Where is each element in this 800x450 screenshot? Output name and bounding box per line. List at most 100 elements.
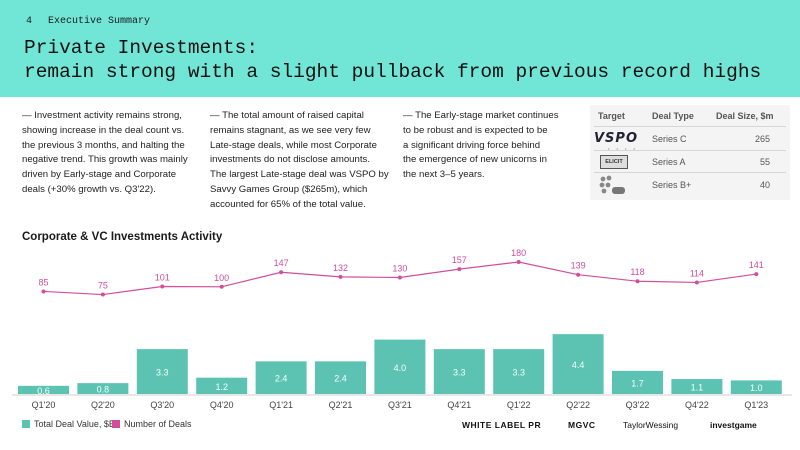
paragraph-line: to be robust and is expected to be bbox=[403, 124, 548, 136]
paragraph-line: a significant driving force behind bbox=[403, 139, 541, 151]
deal-size-cell: 55 bbox=[759, 157, 770, 167]
x-tick-label: Q2'21 bbox=[329, 400, 353, 410]
deal-count-label: 75 bbox=[98, 281, 108, 291]
bar-value-label: 2.4 bbox=[334, 374, 347, 384]
bar-value-label: 0.6 bbox=[37, 386, 50, 396]
legend-label-deal-value: Total Deal Value, $B bbox=[34, 419, 115, 429]
deal-count-label: 147 bbox=[274, 258, 289, 268]
bar-value-label: 0.8 bbox=[97, 385, 110, 395]
deal-type-cell: Series B+ bbox=[652, 180, 692, 190]
paragraph-line: negative trend. This growth was mainly bbox=[22, 154, 188, 166]
x-tick-label: Q2'22 bbox=[566, 400, 590, 410]
bar-Q3'22 bbox=[612, 370, 663, 394]
deal-count-label: 100 bbox=[214, 273, 229, 283]
deal-table: Target Deal Type Deal Size, $m VSPO • • … bbox=[590, 105, 790, 200]
deal-count-label: 130 bbox=[392, 264, 407, 274]
deal-count-label: 180 bbox=[511, 248, 526, 258]
deal-count-point bbox=[279, 270, 284, 275]
title-line-2: remain strong with a slight pullback fro… bbox=[24, 61, 762, 83]
bar-value-label: 4.0 bbox=[394, 363, 407, 373]
sponsor-logo-mgvc: MGVC bbox=[568, 420, 596, 430]
bar-Q4'20 bbox=[196, 377, 248, 394]
deal-count-label: 157 bbox=[452, 255, 467, 265]
deal-count-point bbox=[219, 284, 224, 289]
sponsor-logo-taylorwessing: TaylorWessing bbox=[623, 420, 679, 430]
bar-value-label: 4.4 bbox=[572, 360, 585, 370]
sponsor-logo-investgame: investgame bbox=[710, 420, 757, 430]
paragraph-line: — The Early-stage market continues bbox=[403, 110, 559, 121]
paragraph-line: deals (+30% growth vs. Q3'22). bbox=[22, 183, 156, 195]
paragraph-line: Late-stage deals, while most Corporate bbox=[210, 139, 377, 151]
paragraph-line: investments do not disclose amounts. bbox=[210, 154, 370, 166]
bar-Q1'23 bbox=[730, 380, 782, 394]
paragraph-line: driven by Early-stage and Corporate bbox=[22, 169, 177, 181]
bar-value-label: 1.1 bbox=[691, 383, 704, 393]
x-tick-label: Q3'21 bbox=[388, 400, 412, 410]
deal-count-label: 85 bbox=[38, 277, 48, 287]
paragraph-investment-activity: — Investment activity remains strong, sh… bbox=[22, 109, 202, 198]
paragraph-line: the emergence of new unicorns in bbox=[403, 154, 547, 166]
bar-value-label: 3.3 bbox=[156, 368, 169, 378]
paragraph-line: — Investment activity remains strong, bbox=[22, 110, 182, 121]
table-divider bbox=[594, 172, 786, 173]
legend-label-number-of-deals: Number of Deals bbox=[124, 419, 192, 429]
paragraph-line: showing increase in the deal count vs. bbox=[22, 124, 185, 136]
vspo-logo-dots: • • • • bbox=[608, 146, 638, 151]
deal-count-point bbox=[754, 272, 759, 277]
paragraph-early-stage: — The Early-stage market continues to be… bbox=[403, 109, 575, 183]
x-tick-label: Q1'20 bbox=[32, 400, 56, 410]
dots-logo-icon bbox=[599, 175, 625, 194]
legend-item-number-of-deals: Number of Deals bbox=[112, 419, 192, 429]
bar-Q2'20 bbox=[77, 383, 129, 394]
title-line-1: Private Investments: bbox=[24, 37, 259, 59]
legend-item-deal-value: Total Deal Value, $B bbox=[22, 419, 115, 429]
legend-swatch-deal-value bbox=[22, 420, 30, 428]
table-divider bbox=[594, 126, 786, 127]
deal-count-point bbox=[576, 272, 581, 277]
deal-count-label: 139 bbox=[571, 261, 586, 271]
paragraph-line: — The total amount of raised capital bbox=[210, 110, 364, 121]
bar-value-label: 1.7 bbox=[631, 378, 644, 388]
deal-count-point bbox=[100, 292, 105, 297]
sponsor-logo-white-label-pr: WHITE LABEL PR bbox=[462, 420, 542, 430]
vspo-logo: VSPO bbox=[594, 131, 639, 146]
deal-count-label: 132 bbox=[333, 263, 348, 273]
x-tick-label: Q3'22 bbox=[626, 400, 650, 410]
deal-count-label: 101 bbox=[155, 272, 170, 282]
bar-Q2'21 bbox=[315, 361, 366, 394]
paragraph-raised-capital: — The total amount of raised capital rem… bbox=[210, 109, 400, 213]
bar-value-label: 3.3 bbox=[453, 368, 466, 378]
x-tick-label: Q4'22 bbox=[685, 400, 709, 410]
paragraph-line: accounted for 65% of the total value. bbox=[210, 198, 366, 210]
bar-Q2'22 bbox=[552, 334, 604, 394]
legend-swatch-number-of-deals bbox=[112, 420, 120, 428]
x-tick-label: Q4'21 bbox=[447, 400, 471, 410]
deal-count-point bbox=[41, 289, 46, 294]
bar-Q3'20 bbox=[136, 349, 188, 394]
bar-Q3'21 bbox=[374, 339, 426, 394]
deal-count-point bbox=[397, 275, 402, 280]
x-tick-label: Q3'20 bbox=[150, 400, 174, 410]
x-tick-label: Q4'20 bbox=[210, 400, 234, 410]
paragraph-line: The largest Late-stage deal was VSPO by bbox=[210, 169, 389, 181]
paragraph-line: Savvy Games Group ($265m), which bbox=[210, 183, 368, 195]
deal-count-point bbox=[694, 280, 699, 285]
deal-type-cell: Series A bbox=[652, 157, 686, 167]
section-label: Executive Summary bbox=[48, 16, 151, 27]
deal-size-cell: 40 bbox=[759, 180, 770, 190]
page-title: Private Investments: remain strong with … bbox=[24, 36, 761, 84]
bar-Q1'20 bbox=[18, 385, 69, 394]
header-target: Target bbox=[598, 111, 625, 121]
paragraph-line: the next 3–5 years. bbox=[403, 169, 485, 181]
deal-size-cell: 265 bbox=[754, 134, 770, 144]
bar-Q4'22 bbox=[671, 379, 723, 394]
x-tick-label: Q1'22 bbox=[507, 400, 531, 410]
header-banner: 4 Executive Summary Private Investments:… bbox=[0, 0, 800, 97]
elicit-logo: ELICIT bbox=[600, 155, 628, 169]
bar-value-label: 1.2 bbox=[215, 382, 228, 392]
deal-count-point bbox=[338, 274, 343, 279]
bar-value-label: 3.3 bbox=[512, 368, 525, 378]
investments-chart: 0.6 Q1'20 0.8 Q2'20 3.3 Q3'20 1.2 Q4'20 2.4 Q1'21… bbox=[12, 248, 792, 410]
deal-count-point bbox=[457, 267, 462, 272]
deal-count-label: 118 bbox=[630, 267, 644, 277]
